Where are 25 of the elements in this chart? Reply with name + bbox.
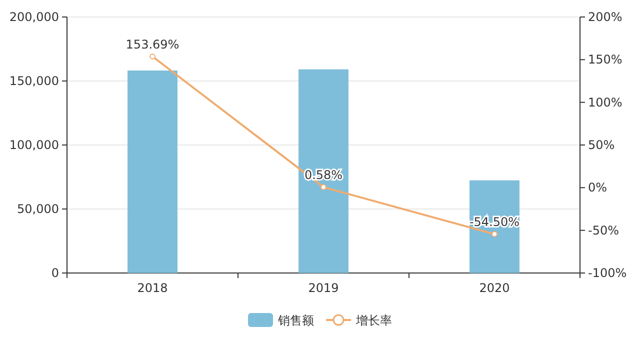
- x-tick-label: 2020: [479, 281, 510, 295]
- bar: [128, 70, 178, 273]
- y2-tick-label: 150%: [588, 52, 622, 67]
- y-tick-label: 0: [51, 266, 59, 280]
- legend-label: 增长率: [355, 314, 392, 328]
- data-label: -54.50%: [469, 215, 520, 230]
- y2-tick-label: -100%: [588, 266, 627, 280]
- y-tick-label: 150,000: [9, 74, 59, 88]
- y2-tick-label: 0%: [588, 180, 608, 195]
- y2-tick-label: -50%: [588, 223, 620, 238]
- bar: [298, 69, 348, 273]
- point: [150, 54, 156, 60]
- y-tick-label: 50,000: [17, 202, 59, 216]
- y-tick-label: 200,000: [9, 10, 59, 24]
- x-tick-label: 2019: [308, 281, 339, 295]
- y2-tick-label: 200%: [588, 10, 622, 24]
- legend-label: 销售额: [277, 314, 314, 328]
- bar: [470, 180, 520, 273]
- y-tick-label: 100,000: [9, 138, 59, 152]
- x-tick-label: 2018: [137, 281, 168, 295]
- point: [320, 184, 326, 190]
- data-label: 153.69%: [126, 38, 180, 52]
- point: [492, 231, 498, 238]
- y2-tick-label: 50%: [588, 138, 615, 152]
- y2-tick-label: 100%: [588, 95, 622, 110]
